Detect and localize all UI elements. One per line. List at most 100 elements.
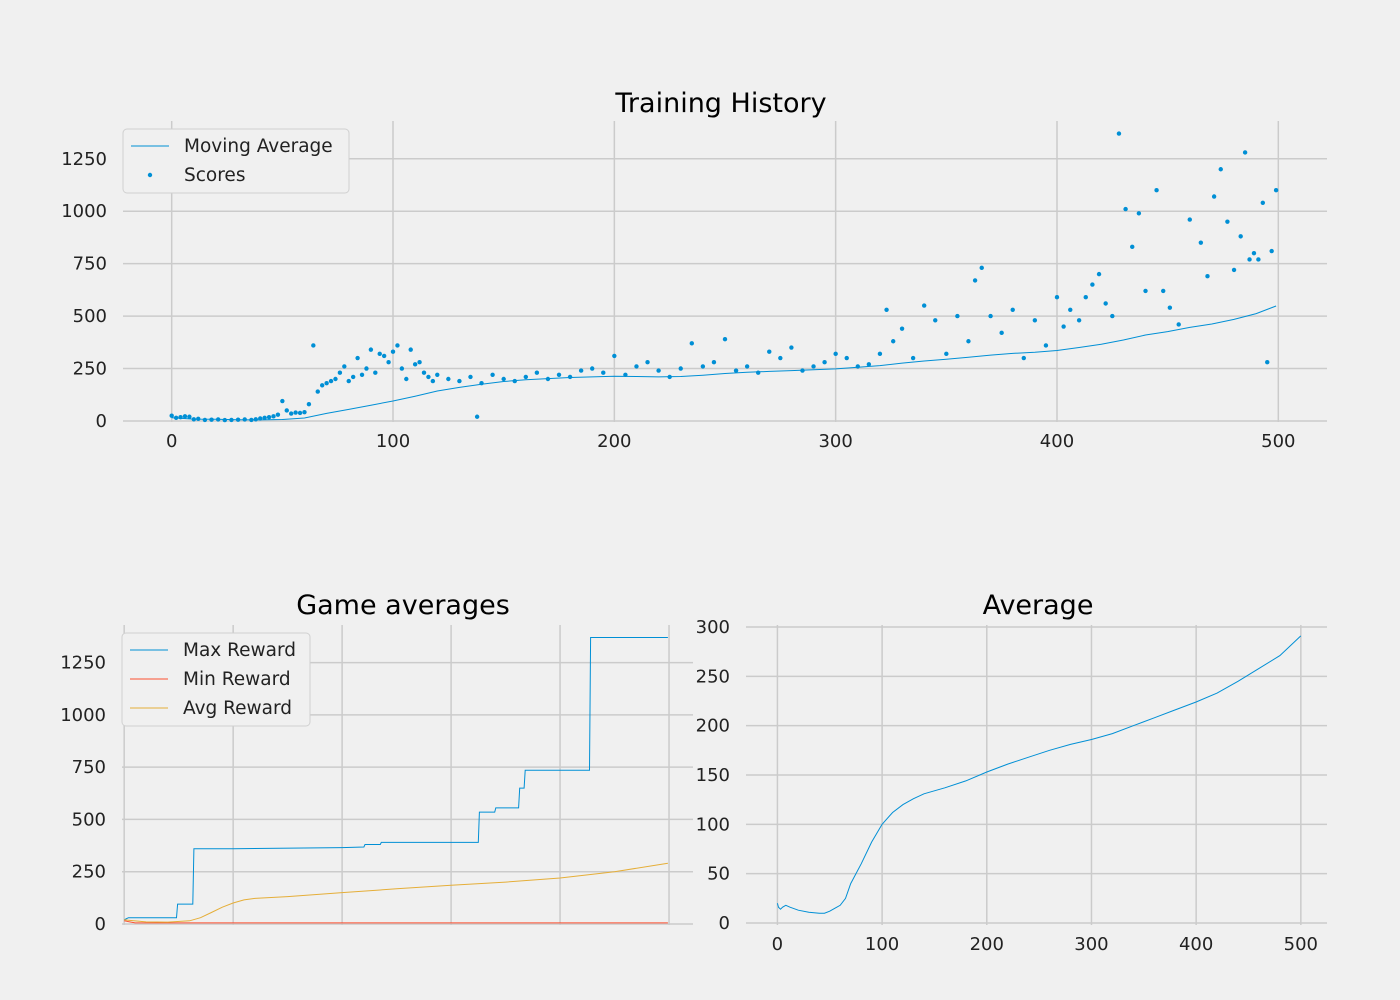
score-point [1021,355,1026,361]
score-point [556,372,562,378]
legend-box [122,128,350,194]
legend-label: Avg Reward [183,698,292,719]
y-tick-label: 250 [73,359,107,380]
y-tick-label: 750 [73,254,107,275]
score-point [373,370,378,375]
score-point [921,303,927,308]
score-point [169,413,174,418]
score-point [404,376,409,382]
score-point [910,355,916,361]
score-point [979,265,984,271]
score-point [337,370,343,375]
legend: Max Reward Min Reward Avg Reward [121,632,311,727]
scores-points [169,131,1279,423]
score-point [430,378,436,384]
score-point [293,410,298,415]
y-tick-label: 1000 [60,705,106,726]
x-tick-label: 200 [597,431,631,452]
score-point [280,398,285,404]
score-point [209,417,214,422]
score-point [333,376,338,382]
score-point [601,370,606,375]
y-tick-label: 1000 [61,201,107,222]
score-point [1251,250,1257,256]
score-point [1130,244,1135,250]
score-point [229,417,234,423]
score-point [523,374,529,380]
y-tick-label: 0 [95,914,106,935]
score-point [778,355,783,361]
score-point [377,351,382,357]
score-point [623,372,628,378]
y-tick-label: 300 [696,617,730,638]
training-history-chart: Training History 0 100 200 300 400 500 0 250 500… [61,88,1327,452]
score-point [235,417,241,422]
score-point [1225,219,1230,224]
score-point [215,417,221,422]
score-point [1260,200,1266,206]
score-point [191,417,197,422]
score-point [368,347,374,352]
score-point [1211,194,1217,199]
score-point [1103,301,1108,306]
score-point [933,318,938,323]
score-point [899,326,905,331]
score-point [1096,271,1102,277]
score-point [645,360,650,365]
score-point [196,416,201,422]
score-point [271,414,276,419]
y-tick-label: 250 [696,666,730,687]
score-point [468,374,473,380]
score-point [399,366,405,371]
y-tick-label: 0 [719,913,730,934]
average-title: Average [983,590,1094,621]
score-point [877,351,883,357]
x-tick-label: 0 [772,934,783,955]
grid [123,121,1327,422]
average-chart: Average 0 100 200 300 400 500 0 50 100 150 200 250 3… [696,590,1327,955]
y-tick-label: 150 [696,765,730,786]
avg-reward-line [124,862,668,923]
score-point [1032,318,1038,323]
score-point [700,364,706,369]
x-tick-label: 100 [865,934,899,955]
score-point [822,360,827,365]
score-point [1090,282,1095,287]
score-point [656,368,661,373]
score-point [634,364,639,369]
score-point [242,417,247,422]
y-tick-label: 0 [96,411,107,432]
x-tick-label: 200 [970,934,1004,955]
score-point [1205,274,1210,279]
legend-marker [147,172,153,178]
score-point [578,368,584,373]
score-point [390,349,396,354]
score-point [1198,240,1204,245]
score-point [1218,167,1223,172]
score-point [306,401,312,407]
y-tick-label: 200 [696,716,730,737]
score-point [297,410,303,416]
score-point [182,414,188,419]
score-point [253,417,258,422]
y-tick-label: 750 [72,757,106,778]
score-point [359,372,365,378]
score-point [1269,248,1274,254]
score-point [249,417,254,423]
score-point [386,360,391,365]
x-tick-label: 300 [818,431,852,452]
legend-label: Max Reward [183,640,296,661]
score-point [1167,305,1173,310]
score-point [833,351,838,357]
score-point [421,370,427,375]
score-point [767,349,772,354]
score-point [412,362,418,367]
score-point [342,364,347,369]
score-point [1273,188,1279,193]
score-point [446,376,451,382]
score-point [1136,211,1142,216]
score-point [1154,188,1159,193]
score-point [1043,343,1049,348]
score-point [501,376,506,382]
